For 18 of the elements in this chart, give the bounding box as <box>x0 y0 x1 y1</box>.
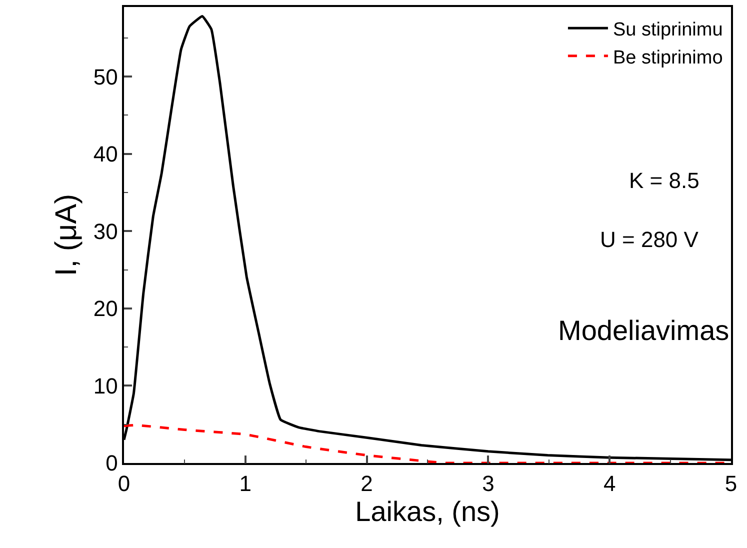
x-tick-label: 4 <box>603 471 616 496</box>
y-tick-label: 20 <box>93 296 118 322</box>
x-tick-label: 2 <box>360 471 373 496</box>
y-tick-label: 30 <box>93 218 118 244</box>
annotation: K = 8.5 <box>629 168 700 193</box>
y-tick-label: 50 <box>93 64 118 90</box>
x-tick-label: 3 <box>482 471 494 496</box>
x-tick-label: 1 <box>239 471 252 496</box>
annotation: Modeliavimas <box>558 315 730 346</box>
x-tick-label: 5 <box>724 471 738 496</box>
annotation: U = 280 V <box>600 227 699 252</box>
x-axis-title: Laikas, (ns) <box>355 496 500 528</box>
legend-label: Be stiprinimo <box>612 47 723 68</box>
y-tick-label: 10 <box>93 373 118 398</box>
y-axis-title: I, (μA) <box>50 194 83 276</box>
y-tick-label: 0 <box>106 450 118 476</box>
legend-label: Su stiprinimu <box>612 20 723 41</box>
y-tick-label: 40 <box>93 142 118 167</box>
